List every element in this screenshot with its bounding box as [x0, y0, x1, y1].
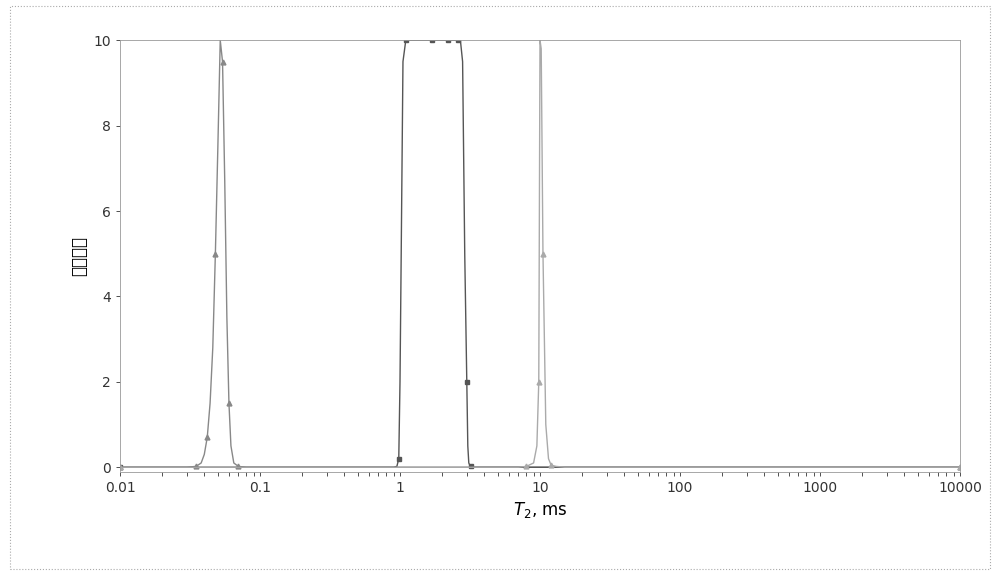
- X-axis label: $T_2$, ms: $T_2$, ms: [513, 500, 567, 520]
- Y-axis label: 信号幅度: 信号幅度: [70, 236, 88, 276]
